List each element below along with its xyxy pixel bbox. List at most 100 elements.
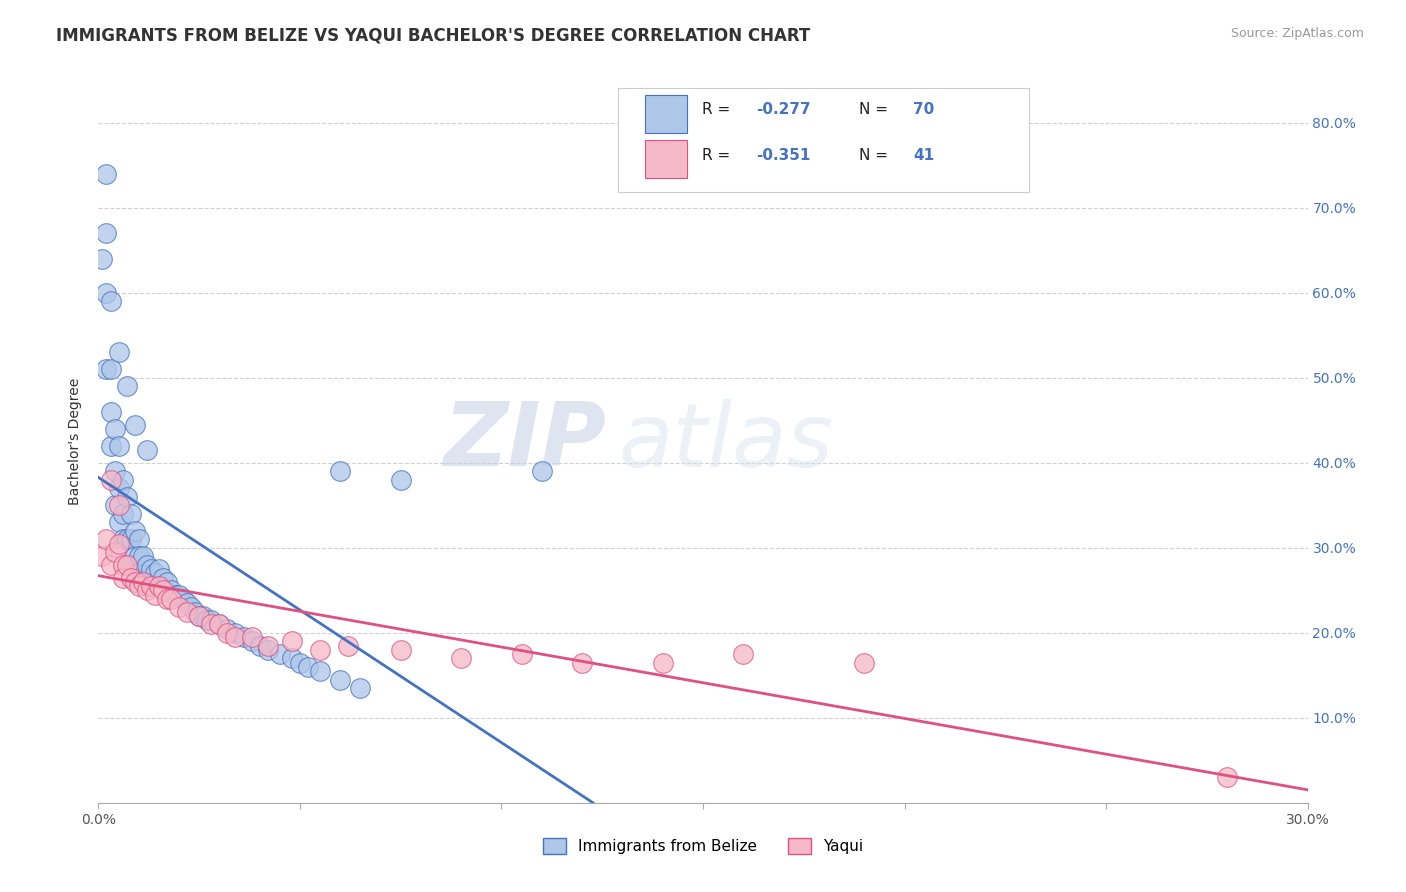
- Point: [288, 656, 311, 670]
- Point: [152, 583, 174, 598]
- Point: [135, 558, 157, 572]
- FancyBboxPatch shape: [619, 87, 1029, 193]
- Point: [111, 570, 134, 584]
- Text: 70: 70: [914, 103, 935, 118]
- Legend: Immigrants from Belize, Yaqui: Immigrants from Belize, Yaqui: [537, 832, 869, 860]
- Point: [111, 533, 134, 547]
- Point: [132, 549, 155, 564]
- Point: [96, 285, 118, 300]
- Point: [107, 481, 129, 495]
- Text: R =: R =: [702, 103, 735, 118]
- Point: [128, 549, 150, 564]
- Point: [281, 651, 304, 665]
- Point: [100, 405, 122, 419]
- Point: [124, 574, 146, 589]
- Point: [281, 634, 304, 648]
- Point: [115, 533, 138, 547]
- Point: [510, 647, 533, 661]
- Point: [349, 681, 371, 695]
- Point: [100, 473, 122, 487]
- Point: [96, 227, 118, 241]
- Point: [132, 574, 155, 589]
- Point: [120, 558, 142, 572]
- Point: [107, 536, 129, 550]
- Point: [143, 588, 166, 602]
- Point: [163, 588, 186, 602]
- Point: [100, 294, 122, 309]
- Point: [240, 634, 263, 648]
- Text: -0.351: -0.351: [756, 147, 811, 162]
- Point: [176, 605, 198, 619]
- Point: [329, 673, 352, 687]
- Text: Source: ZipAtlas.com: Source: ZipAtlas.com: [1230, 27, 1364, 40]
- Point: [120, 533, 142, 547]
- Point: [200, 613, 222, 627]
- Bar: [645, 95, 688, 133]
- Point: [256, 639, 278, 653]
- Point: [571, 656, 593, 670]
- Point: [96, 362, 118, 376]
- Text: -0.277: -0.277: [756, 103, 811, 118]
- Point: [256, 642, 278, 657]
- Point: [124, 524, 146, 538]
- Point: [188, 608, 211, 623]
- Point: [100, 558, 122, 572]
- Point: [240, 630, 263, 644]
- Point: [152, 570, 174, 584]
- Point: [139, 579, 162, 593]
- Text: IMMIGRANTS FROM BELIZE VS YAQUI BACHELOR'S DEGREE CORRELATION CHART: IMMIGRANTS FROM BELIZE VS YAQUI BACHELOR…: [56, 27, 810, 45]
- Point: [128, 533, 150, 547]
- Point: [733, 647, 755, 661]
- Point: [309, 664, 332, 678]
- Point: [530, 464, 553, 478]
- Point: [329, 464, 352, 478]
- Point: [135, 579, 157, 593]
- Point: [132, 574, 155, 589]
- Text: R =: R =: [702, 147, 735, 162]
- Point: [103, 545, 125, 559]
- Bar: [645, 140, 688, 178]
- Point: [115, 490, 138, 504]
- Point: [120, 570, 142, 584]
- Point: [120, 507, 142, 521]
- Point: [107, 345, 129, 359]
- Point: [96, 167, 118, 181]
- Point: [180, 600, 202, 615]
- Point: [450, 651, 472, 665]
- Text: atlas: atlas: [619, 399, 834, 484]
- Text: 41: 41: [914, 147, 935, 162]
- Point: [853, 656, 876, 670]
- Point: [651, 656, 673, 670]
- Point: [148, 579, 170, 593]
- Y-axis label: Bachelor's Degree: Bachelor's Degree: [69, 378, 83, 505]
- Point: [337, 639, 360, 653]
- Point: [309, 642, 332, 657]
- Point: [103, 464, 125, 478]
- Point: [167, 600, 190, 615]
- Point: [107, 439, 129, 453]
- Point: [249, 639, 271, 653]
- Point: [389, 473, 412, 487]
- Point: [389, 642, 412, 657]
- Point: [100, 362, 122, 376]
- Point: [160, 583, 183, 598]
- Point: [111, 507, 134, 521]
- Point: [148, 579, 170, 593]
- Point: [128, 566, 150, 581]
- Point: [91, 252, 114, 266]
- Point: [143, 566, 166, 581]
- Point: [208, 617, 231, 632]
- Point: [103, 422, 125, 436]
- Point: [96, 533, 118, 547]
- Point: [128, 579, 150, 593]
- Point: [124, 417, 146, 432]
- Point: [224, 630, 246, 644]
- Point: [156, 574, 179, 589]
- Point: [156, 591, 179, 606]
- Text: N =: N =: [859, 103, 893, 118]
- Point: [1216, 770, 1239, 784]
- Point: [107, 516, 129, 530]
- Point: [200, 617, 222, 632]
- Point: [217, 625, 239, 640]
- Point: [188, 608, 211, 623]
